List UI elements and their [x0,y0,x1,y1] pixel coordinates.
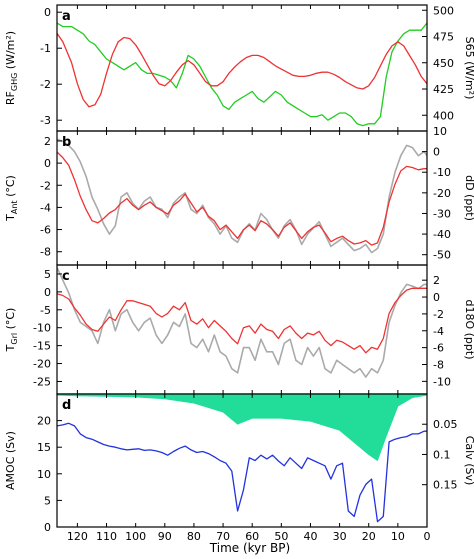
ylabel-right: S65 (W/m²) [463,37,474,100]
ytick-label-right: -2 [433,308,444,321]
ytick-label-right: -20 [433,187,451,200]
calving-area [57,394,427,462]
ylabel-right: Calv (Sv) [463,436,474,486]
ytick-label-left: 20 [37,415,51,428]
plot-area-a [57,22,427,127]
ytick-label-left: 15 [37,441,51,454]
plot-area-d [57,394,427,523]
ytick-label-right: 0.1 [433,448,451,461]
ytick-label-right: -10 [433,166,451,179]
ytick-label-right: 450 [433,57,454,70]
ytick-label-left: -2 [40,179,51,192]
ytick-label-left: -10 [33,322,51,335]
ylabel-right: dD (ppt) [463,175,474,221]
series-line-a-1 [57,32,427,108]
ytick-label-left: 0 [44,286,51,299]
ylabel-left: AMOC (Sv) [4,431,17,490]
ytick-label-left: 10 [37,468,51,481]
ytick-label-right: -50 [433,249,451,262]
panel-b: 2 0 -2 -4 -6 -8 10 0 -10 -20 -30 -40 -50 b TAnt (°C) dD… [4,125,474,266]
ylabel-left: RFGHG (W/m²) [4,31,19,105]
xtick-label: 90 [158,530,172,543]
ytick-label-left: -8 [40,246,51,259]
series-line-b-1 [57,151,427,246]
ytick-label-right: 400 [433,109,454,122]
plot-area-b [57,138,427,254]
series-line-c-0 [57,267,427,378]
ytick-label-right: 0.05 [433,418,458,431]
x-axis-label: Time (kyr BP) [209,541,290,555]
xtick-label: 10 [391,530,405,543]
series-line-d-0 [57,422,427,523]
ytick-label-left: -15 [33,340,51,353]
ytick-label-left: -25 [33,375,51,388]
ytick-label-left: -1 [40,42,51,55]
series-line-a-0 [57,22,427,127]
xtick-label: 120 [67,530,88,543]
xtick-label: 20 [362,530,376,543]
xtick-label: 50 [274,530,288,543]
ytick-label-right: -6 [433,342,444,355]
panel-frame-a [56,4,428,132]
ytick-label-left: 5 [44,494,51,507]
ytick-label-left: -5 [40,304,51,317]
ytick-label-right: -40 [433,228,451,241]
panel-letter: a [62,9,71,24]
panel-frame-c [56,264,428,395]
ytick-label-left: 0 [44,6,51,19]
panel-c: 5 0 -5 -10 -15 -20 -25 2 0 -2 -4 -6 -8 -10 c TGrl (°C) d… [4,264,474,395]
xtick-label: 40 [303,530,317,543]
ytick-label-left: -20 [33,358,51,371]
xtick-label: 70 [216,530,230,543]
ytick-label-right: 500 [433,4,454,17]
ytick-label-left: -3 [40,114,51,127]
ytick-label-right: 10 [433,125,447,138]
series-line-b-0 [57,138,427,254]
ytick-label-right: -4 [433,325,444,338]
panel-letter: b [62,135,71,150]
ylabel-right: d18O (ppt) [463,300,474,360]
xtick-label: 100 [125,530,146,543]
ytick-label-right: 0 [433,291,440,304]
ytick-label-left: 0 [44,157,51,170]
ytick-label-right: 0 [433,146,440,159]
plot-area-c [57,267,427,378]
ytick-label-right: 0.15 [433,479,458,492]
panel-frame-d [56,393,428,528]
xtick-label: 0 [424,530,431,543]
series-line-c-1 [57,287,427,354]
ylabel-left: TGrl (°C) [4,308,19,353]
xtick-label: 60 [245,530,259,543]
ytick-label-right: 2 [433,274,440,287]
ytick-label-left: -6 [40,224,51,237]
ytick-label-left: 2 [44,135,51,148]
ytick-label-left: -4 [40,201,51,214]
ytick-label-left: -2 [40,78,51,91]
panel-d: 0 5 10 15 20 0.05 0.1 0.15 d AMOC (Sv) Calv (Sv) [4,393,474,534]
xtick-label: 80 [187,530,201,543]
ytick-label-right: 475 [433,31,454,44]
ylabel-left: TAnt (°C) [4,175,19,222]
xtick-label: 110 [96,530,117,543]
ytick-label-left: 5 [44,268,51,281]
ytick-label-right: -10 [433,375,451,388]
panel-a: 0 -1 -2 -3 500 475 450 425 400 a RFGHG (W/m²) S65 (… [4,4,474,132]
ytick-label-left: 0 [44,521,51,534]
panel-letter: d [62,398,71,413]
panel-letter: c [62,269,70,284]
x-axis: 120 110 100 90 80 70 60 50 40 30 20 10 0 [67,530,431,543]
xtick-label: 30 [333,530,347,543]
ytick-label-right: -30 [433,207,451,220]
ytick-label-right: -8 [433,358,444,371]
ytick-label-right: 425 [433,83,454,96]
